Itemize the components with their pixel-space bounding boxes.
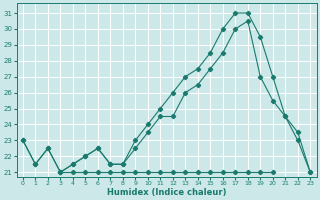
X-axis label: Humidex (Indice chaleur): Humidex (Indice chaleur) xyxy=(107,188,226,197)
